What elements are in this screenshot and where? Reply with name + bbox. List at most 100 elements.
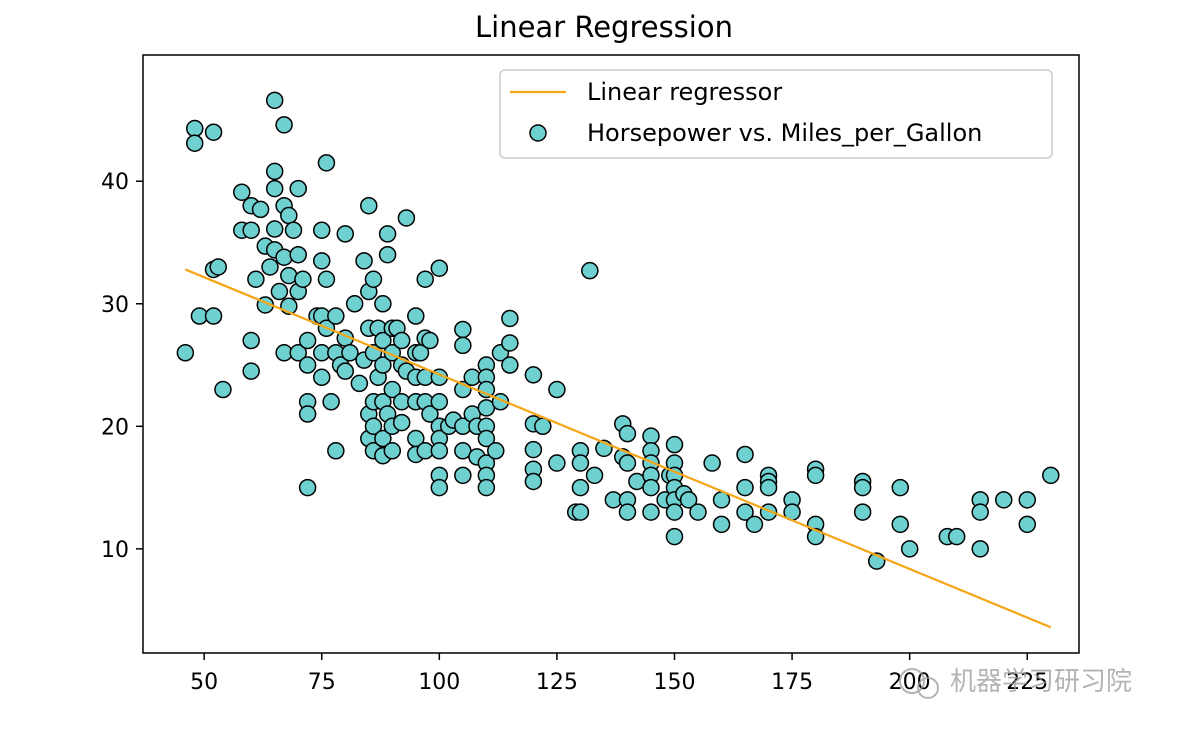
data-point <box>971 503 989 521</box>
data-point <box>501 334 519 352</box>
data-point <box>355 252 373 270</box>
regression-line <box>184 268 1052 629</box>
data-point <box>317 270 336 288</box>
data-point <box>430 478 449 497</box>
data-point <box>642 478 660 497</box>
data-point <box>585 466 604 485</box>
x-tick-label: 175 <box>771 670 813 695</box>
data-point <box>891 515 910 534</box>
data-point <box>392 413 411 432</box>
data-point <box>571 478 590 497</box>
data-point <box>327 442 345 460</box>
data-point <box>242 221 260 239</box>
data-point <box>806 466 825 485</box>
data-point <box>853 478 872 497</box>
data-point <box>548 454 566 472</box>
data-point <box>176 344 195 362</box>
data-point <box>618 454 637 472</box>
data-point <box>294 270 312 288</box>
data-point <box>265 162 284 181</box>
legend-label-line: Linear regressor <box>587 78 782 106</box>
data-point <box>416 270 434 288</box>
data-point <box>209 258 228 276</box>
data-point <box>242 362 260 380</box>
data-point <box>618 503 637 521</box>
data-point <box>477 429 496 448</box>
x-tick-label: 150 <box>653 670 695 695</box>
data-point <box>430 442 449 460</box>
data-point <box>548 380 566 399</box>
data-point <box>745 515 764 534</box>
watermark: 机器学习研习院 <box>899 667 1132 699</box>
x-tick-label: 125 <box>536 670 578 695</box>
y-axis-ticks: 10 20 30 40 <box>101 170 143 563</box>
data-point <box>185 134 204 152</box>
data-point <box>364 417 383 436</box>
data-point <box>185 119 204 138</box>
data-point <box>501 309 519 328</box>
x-tick-label: 100 <box>418 670 460 695</box>
data-point <box>642 427 660 445</box>
data-point <box>204 123 223 141</box>
data-point <box>298 356 317 374</box>
data-point <box>397 209 416 227</box>
legend-box <box>499 69 1053 159</box>
x-axis-ticks: 50 75 100 125 150 175 200 225 <box>190 653 1048 695</box>
data-point <box>280 206 298 225</box>
x-tick-label: 225 <box>1006 670 1048 695</box>
data-point <box>501 356 519 374</box>
y-tick-label: 30 <box>101 293 129 318</box>
data-point <box>891 478 910 497</box>
data-point <box>275 116 293 134</box>
chart-title: Linear Regression <box>475 10 733 44</box>
data-point <box>900 540 919 558</box>
data-point <box>298 405 317 423</box>
data-point <box>994 491 1013 509</box>
data-point <box>312 252 331 270</box>
data-point <box>665 503 684 521</box>
data-point <box>336 362 355 380</box>
data-point <box>298 478 317 497</box>
data-point <box>524 440 543 459</box>
data-point <box>383 380 402 399</box>
data-point <box>571 503 590 521</box>
data-point <box>251 200 270 219</box>
data-point <box>214 380 232 399</box>
data-point <box>392 331 411 350</box>
data-point <box>947 527 966 546</box>
data-point <box>689 503 707 521</box>
wechat-icon-secondary <box>917 677 939 699</box>
data-point <box>289 245 307 264</box>
data-point <box>853 503 872 521</box>
x-tick-label: 75 <box>308 670 336 695</box>
data-point <box>327 307 345 325</box>
data-point <box>360 196 378 215</box>
data-point <box>312 221 331 239</box>
data-point <box>265 179 284 198</box>
data-point <box>374 331 392 350</box>
data-point <box>298 331 317 350</box>
data-point <box>421 405 439 423</box>
data-point <box>407 307 425 325</box>
data-point <box>204 307 223 325</box>
data-point <box>759 478 778 497</box>
data-point <box>312 368 331 387</box>
wechat-icon <box>899 668 925 694</box>
data-point <box>665 435 684 454</box>
data-point <box>1042 466 1060 485</box>
data-point <box>477 478 496 497</box>
data-point <box>336 225 355 243</box>
data-point <box>242 331 260 350</box>
data-point <box>487 442 505 460</box>
data-point <box>317 154 336 172</box>
data-point <box>265 220 284 238</box>
data-point <box>454 320 472 339</box>
data-point <box>341 344 359 362</box>
data-point <box>233 183 251 201</box>
legend-marker-swatch <box>529 124 547 142</box>
data-point <box>364 270 383 288</box>
data-point <box>642 503 660 521</box>
data-point <box>454 466 472 485</box>
data-point <box>430 259 449 277</box>
legend: Linear regressor Horsepower vs. Miles_pe… <box>499 69 1053 159</box>
